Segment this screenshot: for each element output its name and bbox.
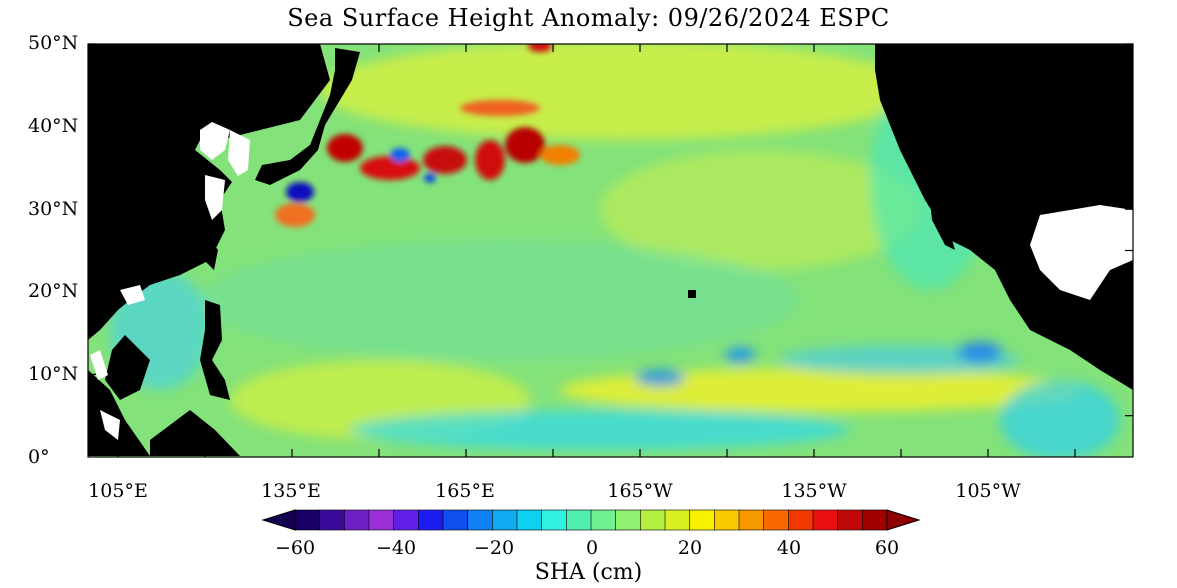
colorbar-swatch [763,509,790,531]
lat-label-40n: 40°N [28,115,79,137]
colorbar-swatch [640,509,666,531]
colorbar-swatch [788,509,814,531]
anomaly-kuroshio-blue [390,148,410,162]
colorbar-swatch [492,509,518,531]
lon-label-165w: 165°W [607,480,673,502]
anomaly-kuroshio-red5 [505,127,545,163]
figure-title: Sea Surface Height Anomaly: 09/26/2024 E… [287,4,890,32]
anomaly-kuroshio-red2 [360,156,420,180]
anomaly-subtrop-green [200,240,800,360]
colorbar-swatch [541,509,568,531]
anomaly-eq-blue2 [725,347,755,363]
anomaly-np-yellow2 [600,150,920,270]
anomaly-kuroshio-blue2 [424,173,436,183]
colorbar-swatch [862,509,888,531]
lon-label-165e: 165°E [435,480,495,502]
colorbar-swatch [319,509,346,531]
colorbar-swatch [344,509,370,531]
colorbar-swatch [442,509,469,531]
lat-label-30n: 30°N [28,198,79,220]
colorbar-swatch [837,509,864,531]
lat-label-20n: 20°N [28,280,79,302]
anomaly-eq-blue1 [635,370,685,386]
anomaly-kuroshio-orange2 [460,100,540,116]
colorbar-swatch [294,509,321,531]
lon-label-135e: 135°E [261,480,321,502]
colorbar-tick-40: 40 [776,537,802,559]
anomaly-eq-cyan [350,410,850,450]
lat-label-0: 0° [28,446,50,468]
colorbar-swatch [393,509,420,531]
colorbar-tick-neg60: −60 [274,537,316,559]
colorbar-swatch [467,509,494,531]
anomaly-eq-yellow [560,368,1080,412]
anomaly-east-cyan [1000,380,1120,457]
colorbar-tick-neg20: −20 [473,537,515,559]
colorbar-swatch [689,509,716,531]
colorbar-tick-20: 20 [677,537,703,559]
axis-ticks [88,43,1133,457]
colorbar [261,509,921,531]
colorbar-swatch [566,509,592,531]
lon-label-105w: 105°W [955,480,1021,502]
anomaly-kuroshio-orange [540,145,580,165]
anomaly-kuroshio-red4 [475,140,505,180]
colorbar-tick-0: 0 [585,537,599,559]
lat-label-50n: 50°N [28,32,79,54]
colorbar-swatch [516,509,543,531]
colorbar-swatch [590,509,617,531]
colorbar-swatch [368,509,395,531]
anomaly-kuroshio-red1 [327,134,363,162]
colorbar-title: SHA (cm) [534,560,643,585]
anomaly-japan-blue [286,182,314,202]
colorbar-tick-60: 60 [874,537,900,559]
colorbar-swatch [664,509,691,531]
colorbar-min-arrow [261,509,296,531]
lon-label-135w: 135°W [781,480,847,502]
colorbar-swatch [812,509,839,531]
colorbar-swatch [714,509,740,531]
anomaly-red-north [528,44,552,52]
colorbar-tick-neg40: −40 [375,537,417,559]
colorbar-max-arrow [886,509,921,531]
lat-label-10n: 10°N [28,363,79,385]
anomaly-orange-south [275,203,315,227]
lon-label-105e: 105°E [88,480,148,502]
colorbar-swatch [418,509,444,531]
colorbar-swatch [615,509,642,531]
anomaly-sw-blue [958,342,1002,362]
anomaly-kuroshio-red3 [423,146,467,174]
anomaly-np-yellow [320,44,920,140]
colorbar-swatch [738,509,765,531]
no-data-mask [90,122,230,440]
